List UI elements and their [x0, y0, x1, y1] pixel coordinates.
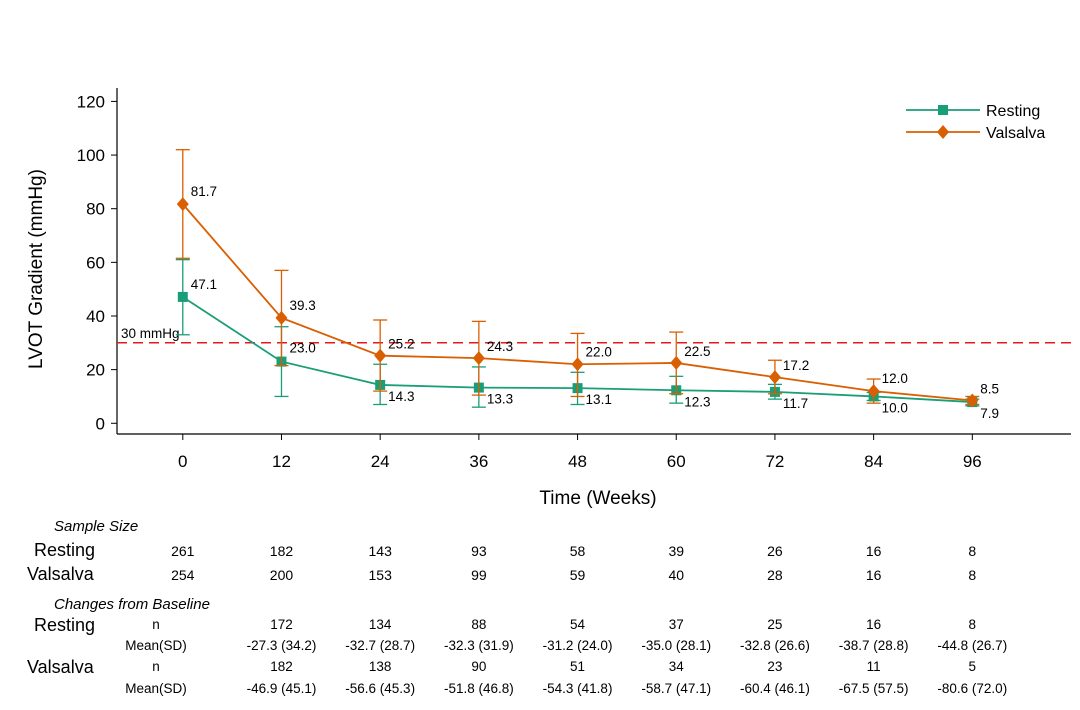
y-tick-label: 100: [77, 146, 105, 165]
data-label: 24.3: [487, 339, 513, 354]
data-point: [176, 197, 189, 212]
x-tick-label: 24: [371, 452, 390, 471]
x-tick-label: 48: [568, 452, 587, 471]
data-label: 39.3: [289, 298, 315, 313]
data-point: [374, 348, 387, 363]
data-label: 25.2: [388, 337, 414, 352]
data-label: 13.1: [586, 392, 612, 407]
legend-label: Resting: [986, 103, 1040, 120]
y-tick-label: 120: [77, 92, 105, 111]
data-label: 7.9: [980, 406, 999, 421]
legend-label: Valsalva: [986, 125, 1045, 142]
data-point: [768, 370, 781, 385]
series-valsalva: 81.7 39.3 25.2 24.3 22.0 22.5 17.2 12.0 8.5: [175, 149, 999, 408]
x-tick-label: 36: [469, 452, 488, 471]
x-axis-title: Time (Weeks): [539, 488, 656, 509]
data-label: 14.3: [388, 389, 414, 404]
reference-line-group: 30 mmHg: [117, 326, 1071, 344]
x-tick-label: 84: [864, 452, 883, 471]
x-tick-label: 60: [667, 452, 686, 471]
data-label: 13.3: [487, 392, 513, 407]
series-group: 47.1 23.0 14.3 13.3 13.1 12.3 11.7 10.0 7.9 81.7 3…: [175, 149, 999, 421]
data-point: [472, 351, 485, 366]
data-label: 81.7: [191, 184, 217, 199]
data-label: 47.1: [191, 277, 217, 292]
data-point: [177, 291, 188, 302]
series-resting: 47.1 23.0 14.3 13.3 13.1 12.3 11.7 10.0 7.9: [175, 259, 999, 421]
data-point: [867, 384, 880, 399]
data-point: [966, 393, 979, 408]
data-label: 22.5: [684, 344, 710, 359]
y-tick-label: 0: [96, 414, 105, 433]
data-label: 22.0: [586, 344, 612, 359]
data-point: [571, 357, 584, 372]
data-label: 12.0: [882, 371, 908, 386]
data-point: [670, 355, 683, 370]
y-tick-label: 20: [86, 361, 105, 380]
data-label: 12.3: [684, 394, 710, 409]
data-label: 8.5: [980, 381, 999, 396]
legend: Resting Valsalva: [906, 103, 1045, 142]
legend-marker: [937, 125, 949, 139]
x-tick-label: 72: [765, 452, 784, 471]
x-tick-label: 12: [272, 452, 291, 471]
axes: 0 20 40 60 80 100 120 0 12 24 36 48 60 72 84 96 Time (We…: [26, 88, 1071, 509]
y-tick-label: 40: [86, 307, 105, 326]
x-tick-label: 0: [178, 452, 187, 471]
y-tick-label: 80: [86, 200, 105, 219]
legend-marker: [938, 105, 948, 115]
data-label: 11.7: [783, 396, 808, 411]
data-point: [275, 310, 288, 325]
data-label: 23.0: [289, 341, 315, 356]
data-label: 17.2: [783, 358, 809, 373]
y-axis-title: LVOT Gradient (mmHg): [26, 169, 47, 369]
y-tick-label: 60: [86, 253, 105, 272]
reference-line-label: 30 mmHg: [121, 326, 180, 341]
x-tick-label: 96: [963, 452, 982, 471]
data-label: 10.0: [882, 400, 908, 415]
